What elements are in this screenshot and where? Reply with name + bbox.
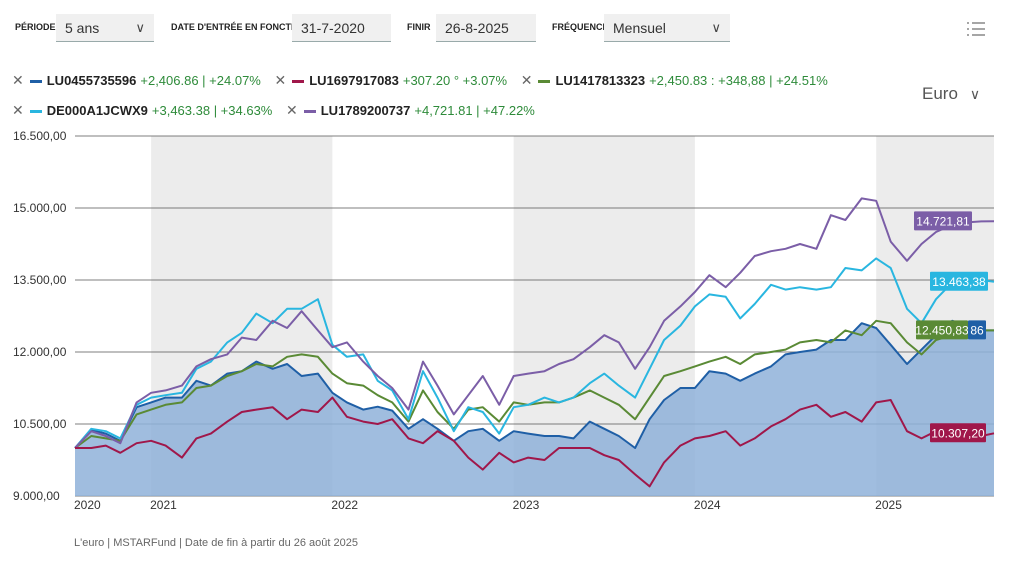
x-tick-label: 2020 (74, 498, 101, 512)
series-line (74, 257, 995, 449)
legend-stat: +2,406.86 | +24.07% (140, 73, 261, 88)
legend-swatch (29, 80, 42, 84)
x-tick-label: 2024 (694, 498, 721, 512)
end-label-box (914, 211, 972, 231)
finir-value: 26-8-2025 (445, 20, 509, 36)
y-tick-label: 16.500,00 (13, 130, 67, 143)
performance-chart: 16.500,00 15.000,00 13.500,00 12.000,00 10.5… (13, 130, 995, 512)
y-tick-label: 13.500,00 (13, 273, 67, 287)
chevron-down-icon: ∨ (711, 20, 721, 35)
legend-item: ✕ DE000A1JCWX9 +3,463.38 | +34.63% (12, 102, 272, 119)
periode-value: 5 ans (65, 20, 100, 36)
legend-swatch (29, 110, 42, 114)
currency-value: Euro (922, 84, 958, 103)
legend-item: ✕ LU1417813323 +2,450.83 : +348,88 | +24.5… (521, 72, 828, 89)
finir-label: FINIR (407, 22, 431, 32)
close-x-icon[interactable]: ✕ (520, 72, 533, 88)
series-line (74, 319, 994, 449)
chevron-down-icon: ∨ (135, 20, 145, 35)
series-line (74, 197, 995, 449)
chart-footer: L'euro | MSTARFund | Date de fin à parti… (74, 537, 358, 549)
periode-select[interactable]: 5 ans ∨ (56, 14, 154, 42)
y-tick-label: 10.500,00 (13, 417, 67, 431)
end-label: 10.307,20 (931, 426, 985, 440)
date-entree-input[interactable]: 31-7-2020 (292, 14, 391, 42)
series-line (75, 396, 995, 488)
currency-select[interactable]: Euro ∨ (922, 84, 980, 104)
y-tick-label: 12.000,00 (13, 345, 67, 359)
date-entree-label: DATE D'ENTRÉE EN FONCTION (171, 22, 307, 32)
end-label: 12.450,83 (915, 323, 969, 337)
end-label-box (916, 320, 968, 340)
legend-isin: LU1697917083 (309, 73, 399, 88)
legend-stat: +3,463.38 | +34.63% (151, 103, 273, 118)
series-area (75, 320, 994, 496)
toolbar: PÉRIODE 5 ans ∨ DATE D'ENTRÉE EN FONCTIO… (0, 0, 1024, 58)
x-tick-label: 2021 (150, 498, 177, 512)
legend-isin: LU1789200737 (320, 103, 411, 118)
legend-swatch (538, 80, 551, 84)
x-tick-label: 2025 (875, 498, 902, 512)
close-x-icon[interactable]: ✕ (274, 72, 287, 88)
legend-swatch (292, 80, 305, 84)
legend-stat: +307.20 ° +3.07% (402, 73, 508, 88)
periode-label: PÉRIODE (15, 22, 56, 32)
y-tick-label: 9.000,00 (13, 489, 60, 503)
close-x-icon[interactable]: ✕ (12, 72, 24, 88)
x-tick-label: 2022 (331, 498, 358, 512)
legend-stat: +4,721.81 | +47.22% (414, 103, 535, 118)
end-label-box (930, 423, 986, 443)
legend-item: ✕ LU1789200737 +4,721.81 | +47.22% (286, 102, 535, 119)
legend-isin: LU0455735596 (46, 73, 137, 88)
frequence-select[interactable]: Mensuel ∨ (604, 14, 730, 42)
close-x-icon[interactable]: ✕ (286, 102, 298, 118)
end-label-box (968, 320, 986, 340)
frequence-value: Mensuel (613, 20, 666, 36)
frequence-label: FRÉQUENCE (552, 22, 609, 32)
legend-item: ✕ LU1697917083 +307.20 ° +3.07% (274, 72, 507, 89)
chevron-down-icon: ∨ (969, 86, 981, 102)
end-label: 13.463,38 (932, 275, 986, 289)
end-label: 86 (970, 323, 984, 337)
legend-row: ✕ DE000A1JCWX9 +3,463.38 | +34.63% ✕ LU1789… (12, 102, 545, 122)
x-tick-label: 2023 (513, 498, 540, 512)
menu-list-icon[interactable] (966, 20, 986, 38)
end-label-box (930, 271, 988, 291)
legend-isin: DE000A1JCWX9 (46, 103, 148, 118)
end-label: 14.721,81 (916, 214, 970, 228)
legend-item: ✕ LU0455735596 +2,406.86 | +24.07% (12, 72, 261, 89)
legend-row: ✕ LU0455735596 +2,406.86 | +24.07% ✕ LU1697… (12, 72, 838, 92)
legend-swatch (303, 110, 316, 114)
legend-stat: +2,450.83 : +348,88 | +24.51% (649, 73, 828, 88)
close-x-icon[interactable]: ✕ (12, 102, 24, 118)
date-entree-value: 31-7-2020 (301, 20, 365, 36)
y-tick-label: 15.000,00 (13, 201, 67, 215)
legend-isin: LU1417813323 (555, 73, 646, 88)
series-line (74, 319, 994, 449)
finir-input[interactable]: 26-8-2025 (436, 14, 536, 42)
